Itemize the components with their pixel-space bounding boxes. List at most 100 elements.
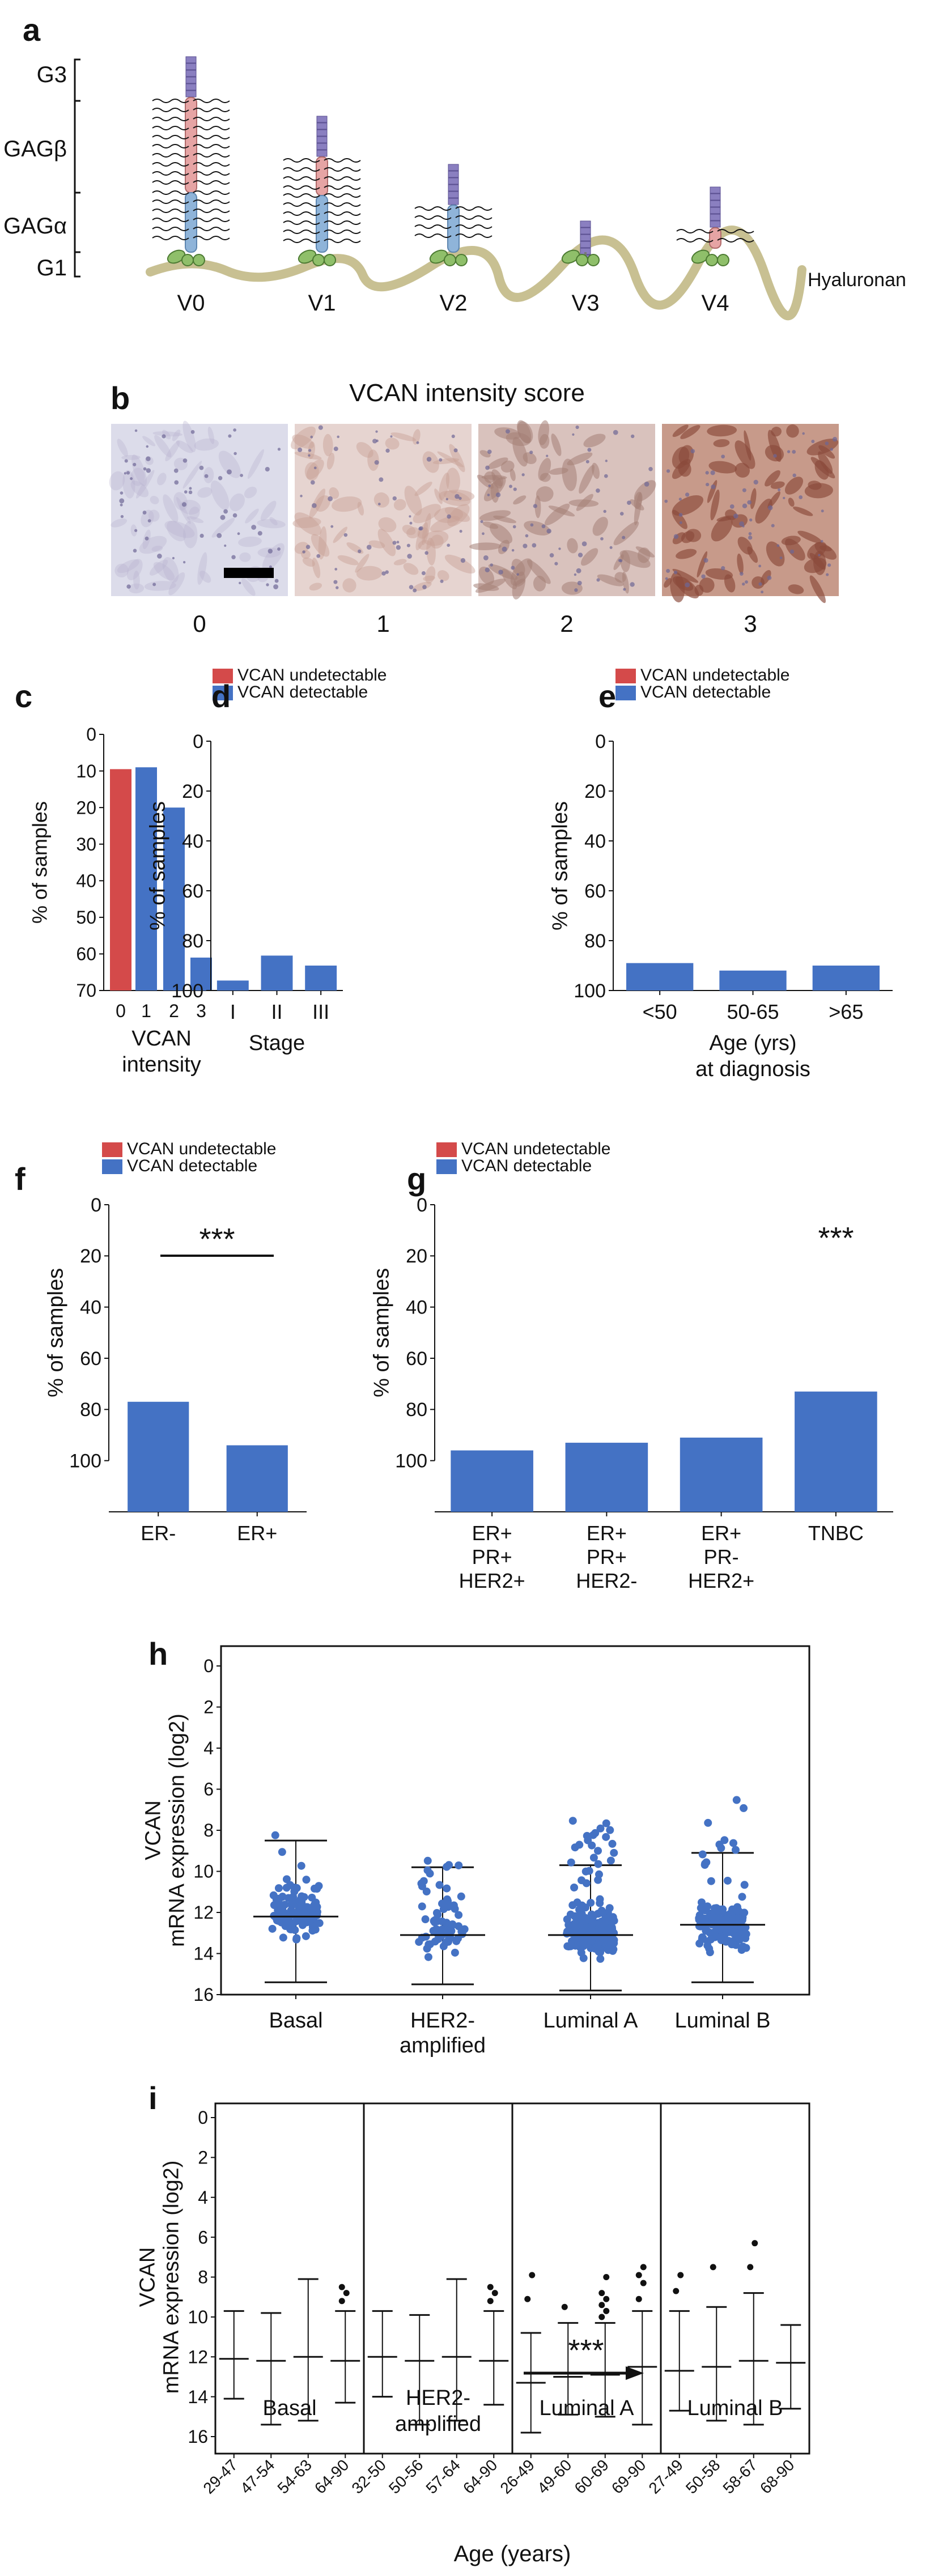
ihc-stain-blob	[211, 518, 235, 538]
ihc-nucleus	[729, 504, 735, 509]
panel-h-data-point	[418, 1902, 426, 1911]
panel-i-y-tick-label: 8	[198, 2267, 208, 2288]
panel-i-group-label: Luminal A	[540, 2396, 635, 2420]
ihc-stain-blob	[260, 500, 277, 521]
ihc-stain-blob	[197, 487, 213, 498]
panel-e-y-tick-label: 40	[584, 831, 606, 852]
domain-bracket	[74, 192, 80, 253]
ihc-stain-blob	[290, 426, 316, 449]
panel-e-x-tick-label: >65	[829, 1000, 863, 1023]
panel-h-data-point	[602, 1833, 610, 1841]
panel-h-data-point	[716, 1933, 725, 1941]
ihc-stain-blob	[710, 489, 720, 521]
panel-h-data-point	[423, 1866, 432, 1874]
gag-chain	[283, 211, 320, 216]
gag-alpha-core	[185, 192, 197, 253]
ihc-nucleus	[406, 543, 410, 547]
panel-h-data-point	[294, 1909, 303, 1918]
ihc-nucleus	[274, 579, 279, 583]
panel-i-age-label: 69-90	[608, 2456, 649, 2497]
panel-h-data-point	[740, 1881, 749, 1889]
ihc-stain-blob	[711, 516, 733, 542]
ihc-stain-blob	[144, 581, 176, 591]
ihc-nucleus	[502, 546, 507, 552]
panel-d-legend-detectable-swatch	[213, 686, 233, 700]
panel-i-outlier	[561, 2303, 568, 2310]
panel-f-legend-detectable-label: VCAN detectable	[127, 1157, 257, 1175]
gag-chain	[152, 162, 189, 167]
ihc-stain-blob	[377, 529, 396, 556]
gag-chain	[193, 126, 230, 130]
ihc-nucleus	[333, 580, 338, 584]
panel-i-group-label: HER2-amplified	[395, 2386, 481, 2436]
ihc-nucleus	[439, 458, 443, 462]
ihc-stain-blob	[133, 571, 140, 590]
ihc-nucleus	[396, 541, 400, 544]
panel-d-y-tick-label: 0	[193, 731, 203, 753]
panel-h-data-point	[705, 1944, 714, 1953]
ihc-stain-blob	[244, 486, 257, 499]
ihc-stain-blob	[194, 438, 219, 451]
ihc-stain-blob	[239, 552, 251, 562]
panel-f-legend-undetectable-label: VCAN undetectable	[127, 1140, 277, 1158]
ihc-stain-blob	[130, 467, 145, 486]
ihc-nucleus	[334, 568, 338, 571]
ihc-nucleus	[172, 556, 175, 560]
panel-h-box-0	[253, 1831, 338, 1999]
panel-c-y-tick-label: 40	[76, 870, 96, 891]
panel-h-data-point	[282, 1884, 291, 1892]
panel-h-y-tick-label: 0	[203, 1656, 214, 1676]
ihc-nucleus	[396, 545, 401, 550]
panel-h-data-point	[287, 1900, 296, 1908]
ihc-nucleus	[630, 582, 635, 587]
ihc-nucleus	[771, 524, 775, 528]
panel-g-y-tick-label: 80	[406, 1399, 427, 1421]
ihc-stain-blob	[694, 584, 704, 596]
panel-h-data-point	[426, 1940, 434, 1949]
panel-h-y-tick-label: 4	[203, 1738, 214, 1758]
ihc-nucleus	[409, 521, 413, 525]
ihc-stain-blob	[634, 492, 642, 525]
panel-i-box	[516, 2272, 546, 2458]
ihc-nucleus	[126, 471, 130, 475]
ihc-stain-blob	[318, 526, 327, 560]
ihc-stain-blob	[765, 470, 780, 487]
panel-h-data-point	[708, 1913, 717, 1922]
panel-i-significance-stars: ***	[568, 2333, 604, 2367]
g3-segment	[448, 191, 459, 198]
gag-chain	[324, 239, 361, 243]
ihc-stain-blob	[393, 499, 406, 511]
panel-e-y-tick-label: 20	[584, 781, 606, 802]
ihc-nucleus	[375, 430, 378, 433]
panel-h-data-point	[310, 1884, 319, 1893]
ihc-stain-blob	[162, 430, 171, 440]
panel-d-y-tick-label: 80	[182, 930, 203, 952]
ihc-nucleus	[587, 448, 592, 452]
gag-chain	[283, 193, 320, 198]
ihc-nucleus	[266, 583, 269, 586]
ihc-stain-blob	[445, 467, 461, 494]
gag-chain	[324, 202, 361, 207]
ihc-nucleus	[366, 545, 372, 550]
panel-i-age-label: 50-58	[682, 2456, 724, 2497]
ihc-score-label-1: 1	[376, 610, 389, 637]
ihc-nucleus	[124, 472, 126, 475]
ihc-stain-blob	[672, 495, 704, 516]
ihc-stain-blob	[294, 512, 322, 536]
g1-lobe	[444, 254, 456, 266]
panel-e-y-tick-label: 0	[595, 731, 606, 753]
ihc-nucleus	[767, 505, 773, 511]
panel-h-data-point	[563, 1927, 571, 1936]
g3-segment	[448, 177, 459, 185]
g3-segment	[448, 198, 459, 205]
ihc-nucleus	[269, 565, 272, 568]
panel-e-legend-undetectable-label: VCAN undetectable	[640, 666, 790, 685]
gag-chain	[193, 117, 230, 121]
gag-chain	[324, 167, 361, 172]
panel-h-data-point	[444, 1903, 452, 1911]
ihc-nucleus	[678, 513, 683, 517]
panel-h-data-point	[594, 1847, 602, 1855]
ihc-stain-blob	[622, 571, 629, 594]
ihc-stain-blob	[809, 575, 826, 603]
ihc-stain-blob	[257, 519, 286, 529]
